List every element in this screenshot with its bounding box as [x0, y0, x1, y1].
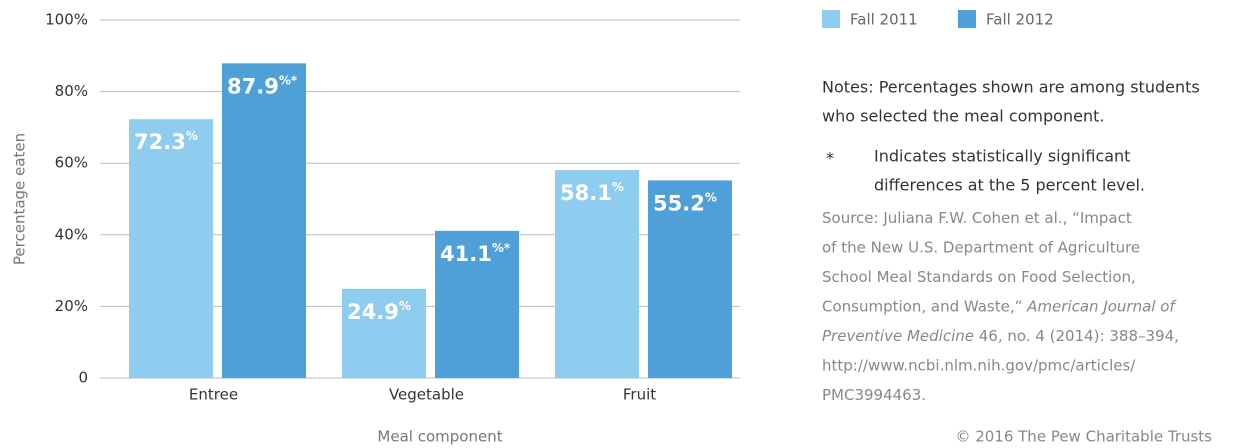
source-line: School Meal Standards on Food Selection, — [822, 268, 1136, 286]
source-text: Consumption, and Waste,” — [822, 297, 1027, 315]
y-tick-label: 40% — [55, 225, 88, 243]
source-line: of the New U.S. Department of Agricultur… — [822, 238, 1140, 256]
x-tick-label: Vegetable — [389, 386, 464, 404]
copyright: © 2016 The Pew Charitable Trusts — [955, 428, 1212, 446]
note-line: who selected the meal component. — [822, 107, 1104, 126]
note-line: Notes: Percentages shown are among stude… — [822, 78, 1200, 97]
source-text: of the New U.S. Department of Agricultur… — [822, 238, 1140, 256]
legend-swatch — [822, 10, 840, 28]
source-line: Source: Juliana F.W. Cohen et al., “Impa… — [822, 209, 1132, 227]
x-axis-label: Meal component — [377, 428, 502, 446]
data-label: 87.9%* — [227, 73, 298, 99]
source-text: School Meal Standards on Food Selection, — [822, 268, 1136, 286]
y-tick-label: 100% — [45, 11, 88, 29]
x-tick-label: Entree — [189, 386, 238, 404]
legend-swatch — [958, 10, 976, 28]
data-label: 72.3% — [134, 129, 198, 155]
bar — [648, 180, 732, 378]
source-line: http://www.ncbi.nlm.nih.gov/pmc/articles… — [822, 356, 1136, 374]
source-text: PMC3994463. — [822, 386, 926, 404]
bar — [222, 63, 306, 379]
bar — [129, 119, 213, 378]
legend-label: Fall 2011 — [850, 11, 918, 29]
source-text: Preventive Medicine — [822, 327, 974, 345]
data-label: 41.1%* — [440, 240, 511, 266]
bar — [435, 230, 519, 378]
data-label: 24.9% — [347, 298, 411, 324]
bar — [342, 288, 426, 378]
source-line: Preventive Medicine 46, no. 4 (2014): 38… — [822, 327, 1179, 345]
x-tick-label: Fruit — [623, 386, 656, 404]
source-line: Consumption, and Waste,” American Journa… — [822, 297, 1177, 315]
y-tick-label: 20% — [55, 297, 88, 315]
data-label: 58.1% — [560, 180, 624, 206]
y-tick-label: 0 — [78, 369, 88, 387]
y-axis-label: Percentage eaten — [11, 133, 29, 265]
footnote-symbol: * — [826, 149, 834, 168]
y-tick-label: 80% — [55, 82, 88, 100]
source-text: 46, no. 4 (2014): 388–394, — [974, 327, 1179, 345]
y-tick-label: 60% — [55, 154, 88, 172]
footnote-line: differences at the 5 percent level. — [874, 176, 1145, 195]
bar — [555, 170, 639, 378]
data-label: 55.2% — [653, 190, 717, 216]
legend-label: Fall 2012 — [986, 11, 1054, 29]
source-text: American Journal of — [1026, 297, 1177, 315]
source-line: PMC3994463. — [822, 386, 926, 404]
source-text: http://www.ncbi.nlm.nih.gov/pmc/articles… — [822, 356, 1136, 374]
source-text: Source: Juliana F.W. Cohen et al., “Impa… — [822, 209, 1132, 227]
footnote-line: Indicates statistically significant — [874, 147, 1130, 166]
